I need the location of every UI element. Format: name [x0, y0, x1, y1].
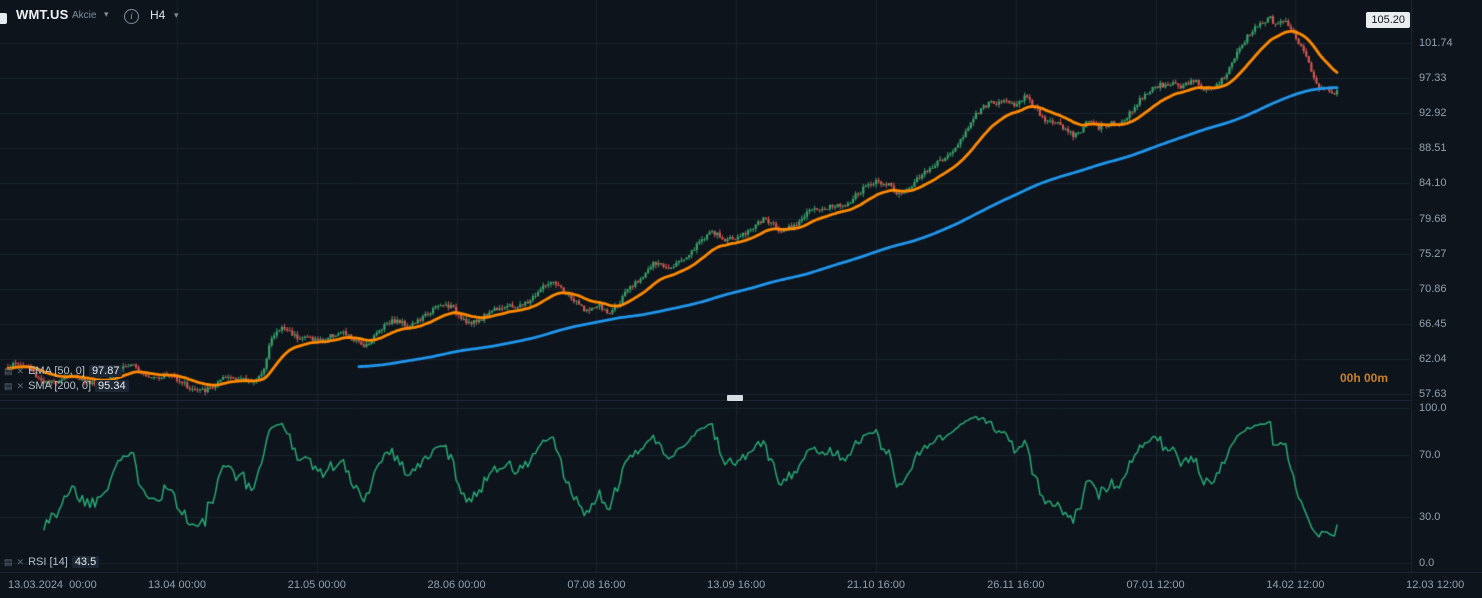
- rsi-tick-label: 100.0: [1419, 402, 1447, 414]
- indicator-settings-icon[interactable]: ▤: [4, 366, 13, 376]
- time-tick-label: 13.03.2024 00:00: [8, 579, 97, 591]
- time-tick-label: 13.04 00:00: [147, 579, 207, 591]
- price-tick-label: 79.68: [1419, 212, 1447, 225]
- price-tick-label: 57.63: [1419, 388, 1447, 400]
- price-tick-label: 62.04: [1419, 352, 1447, 365]
- indicator-settings-icon[interactable]: ▤: [4, 381, 13, 391]
- time-tick-label: 21.05 00:00: [287, 579, 346, 591]
- rsi-value: 43.5: [71, 556, 100, 568]
- rsi-tick-label: 0.0: [1419, 557, 1435, 569]
- time-tick-label: 14.02 12:00: [1266, 579, 1325, 591]
- time-tick-label: 13.09 16:00: [707, 579, 766, 591]
- pane-divider: [0, 400, 1412, 401]
- legend-rsi: ▤ ✕ RSI [14] 43.5: [4, 556, 100, 568]
- panel-handle-icon[interactable]: [0, 13, 7, 24]
- candle-countdown-label: 00h 00m: [1339, 371, 1388, 385]
- indicator-remove-icon[interactable]: ✕: [16, 557, 25, 567]
- timeframe-dropdown-caret-icon[interactable]: ▾: [174, 10, 179, 20]
- price-tick-label: 70.86: [1419, 282, 1447, 295]
- price-tick-label: 84.10: [1419, 177, 1447, 190]
- ema-label: EMA [50, 0]: [28, 365, 85, 377]
- time-tick-label: 07.08 16:00: [567, 579, 626, 591]
- rsi-tick-label: 70.0: [1419, 448, 1441, 461]
- price-chart-canvas[interactable]: [0, 0, 1412, 572]
- price-tick-label: 101.74: [1419, 37, 1453, 49]
- instrument-type-label: Akcie: [72, 10, 97, 21]
- time-tick-label: 12.03 12:00: [1406, 579, 1465, 591]
- info-icon[interactable]: i: [124, 9, 139, 24]
- indicator-settings-icon[interactable]: ▤: [4, 557, 13, 567]
- rsi-label: RSI [14]: [28, 556, 68, 568]
- price-tick-label: 66.45: [1419, 317, 1447, 330]
- sma-value: 95.34: [95, 380, 129, 392]
- high-price-badge: 105.20: [1366, 12, 1410, 28]
- ema-value: 97.87: [88, 365, 123, 377]
- pane-splitter-handle[interactable]: [727, 395, 743, 401]
- symbol-label[interactable]: WMT.US: [16, 7, 69, 22]
- price-axis[interactable]: 101.74 97.33 92.92 88.51 84.10 79.68 75.27 70.8…: [1411, 0, 1482, 572]
- indicator-remove-icon[interactable]: ✕: [16, 381, 25, 391]
- symbol-dropdown-caret-icon[interactable]: ▾: [104, 9, 109, 19]
- price-tick-label: 75.27: [1419, 247, 1447, 260]
- timeframe-selector[interactable]: H4: [150, 8, 166, 22]
- indicator-remove-icon[interactable]: ✕: [16, 366, 25, 376]
- legend-sma: ▤ ✕ SMA [200, 0] 95.34: [4, 380, 129, 392]
- time-axis[interactable]: 13.03.2024 00:00 13.04 00:00 21.05 00:00 28…: [0, 572, 1482, 598]
- price-tick-label: 88.51: [1419, 142, 1447, 155]
- price-tick-label: 97.33: [1419, 72, 1447, 85]
- sma-label: SMA [200, 0]: [28, 380, 92, 392]
- price-tick-label: 92.92: [1419, 107, 1447, 120]
- time-tick-label: 07.01 12:00: [1126, 579, 1185, 591]
- time-tick-label: 26.11 16:00: [987, 579, 1045, 591]
- legend-ema: ▤ ✕ EMA [50, 0] 97.87: [4, 365, 123, 377]
- time-tick-label: 21.10 16:00: [846, 579, 906, 591]
- rsi-tick-label: 30.0: [1419, 510, 1441, 523]
- time-tick-label: 28.06 00:00: [427, 579, 486, 591]
